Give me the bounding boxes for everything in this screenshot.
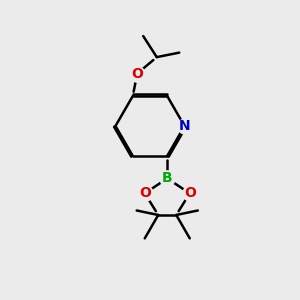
- Text: O: O: [139, 186, 151, 200]
- Text: O: O: [131, 67, 143, 81]
- Text: N: N: [179, 119, 190, 133]
- Text: O: O: [184, 186, 196, 200]
- Text: B: B: [162, 171, 172, 185]
